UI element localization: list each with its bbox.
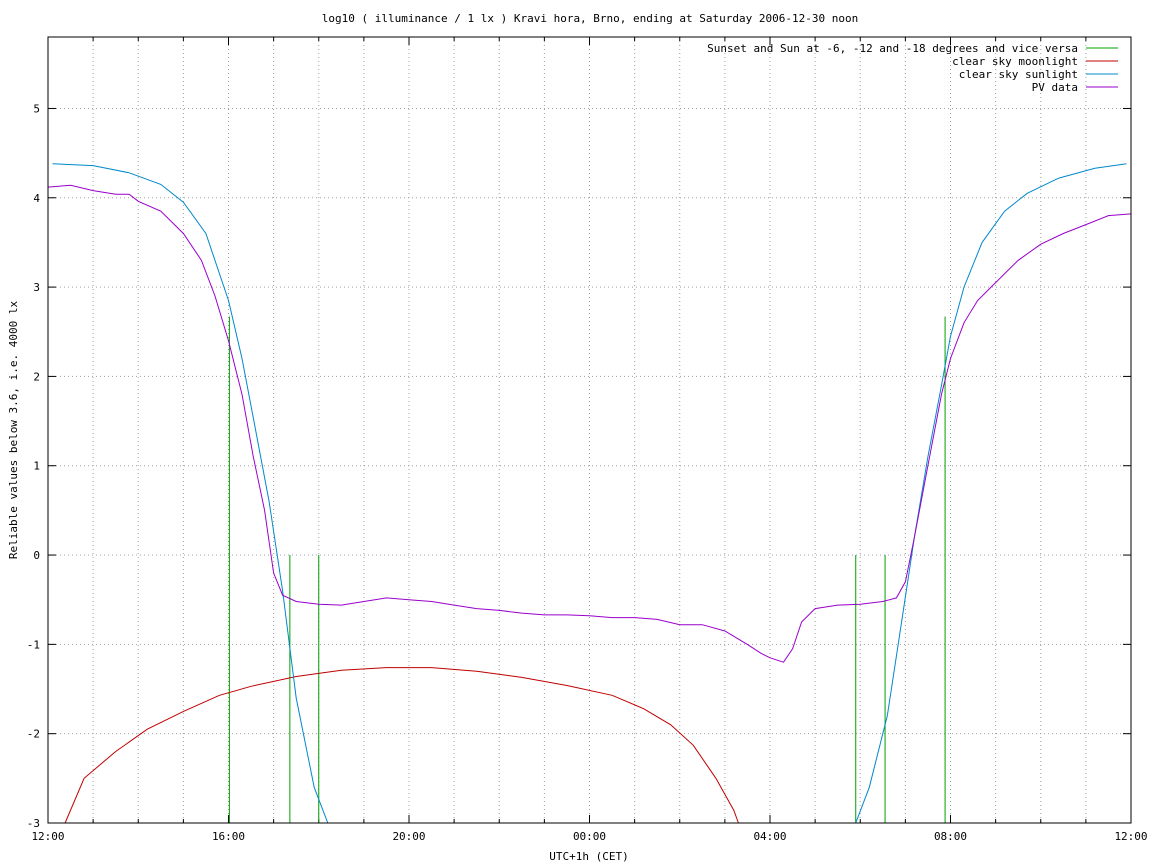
x-tick-label: 04:00 xyxy=(753,830,786,843)
x-axis-ticks: 12:00 16:00 20:00 00:00 04:00 08:00 12:00 xyxy=(31,37,1148,843)
x-tick-label: 12:00 xyxy=(31,830,64,843)
legend-label: PV data xyxy=(1032,81,1078,94)
plot-frame xyxy=(47,36,1132,824)
y-tick-label: 2 xyxy=(33,370,40,383)
x-tick-label: 00:00 xyxy=(573,830,606,843)
y-tick-label: 0 xyxy=(33,549,40,562)
x-tick-label: 16:00 xyxy=(212,830,245,843)
legend-label: clear sky sunlight xyxy=(959,68,1078,81)
series-line-3 xyxy=(47,184,1132,663)
legend: Sunset and Sun at -6, -12 and -18 degree… xyxy=(707,42,1118,94)
grid-lines xyxy=(48,37,1131,823)
x-tick-label: 20:00 xyxy=(392,830,425,843)
y-tick-label: -1 xyxy=(27,638,40,651)
x-tick-label: 12:00 xyxy=(1114,830,1147,843)
x-axis-label: UTC+1h (CET) xyxy=(549,850,628,863)
legend-label: clear sky moonlight xyxy=(952,55,1078,68)
y-axis-ticks: -3 -2 -1 0 1 2 3 4 5 xyxy=(27,102,1131,830)
series-line-1 xyxy=(64,667,739,824)
y-axis-label: Reliable values below 3.6, i.e. 4000 lx xyxy=(7,300,20,559)
legend-label: Sunset and Sun at -6, -12 and -18 degree… xyxy=(707,42,1078,55)
y-tick-label: 1 xyxy=(33,460,40,473)
x-tick-label: 08:00 xyxy=(934,830,967,843)
y-tick-label: -3 xyxy=(27,817,40,830)
chart-title: log10 ( illuminance / 1 lx ) Kravi hora,… xyxy=(322,12,858,25)
y-tick-label: 3 xyxy=(33,281,40,294)
y-tick-label: 4 xyxy=(33,192,40,205)
y-tick-label: -2 xyxy=(27,728,40,741)
y-tick-label: 5 xyxy=(33,102,40,115)
